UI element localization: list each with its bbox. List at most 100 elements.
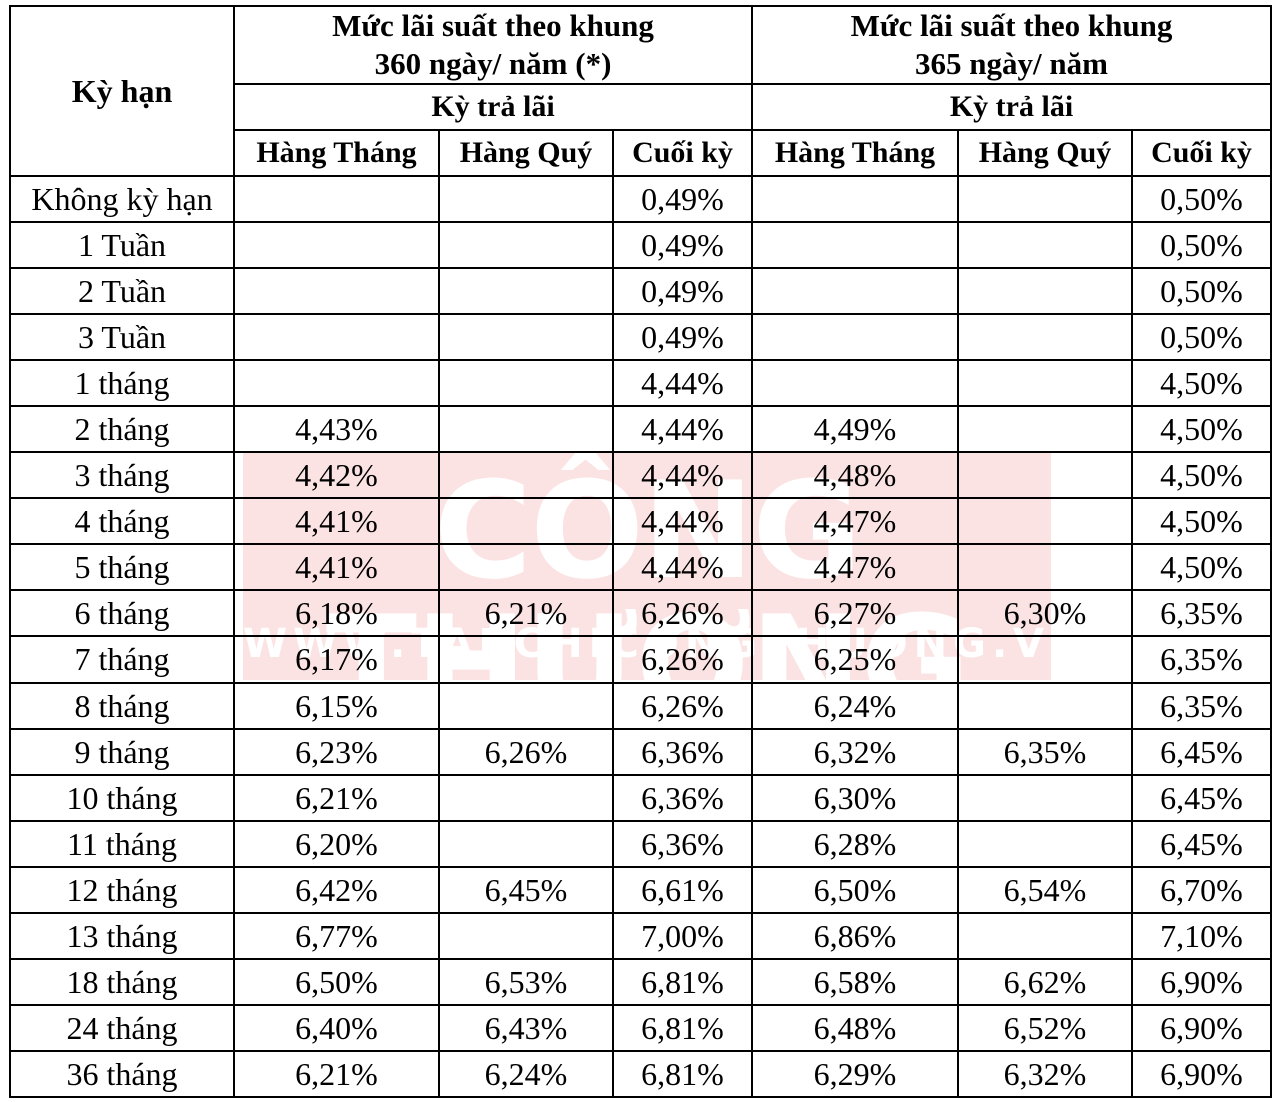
rate-cell-quarterly-360: 6,21%: [438, 589, 614, 638]
term-cell: 18 tháng: [9, 957, 235, 1006]
rate-cell-monthly-360: 6,77%: [233, 911, 440, 960]
rate-cell-end-of-term-360: 6,36%: [612, 727, 753, 776]
rate-cell-quarterly-365: [957, 773, 1133, 822]
rate-cell-quarterly-360: [438, 635, 614, 684]
table-row: 24 tháng 6,40% 6,43% 6,81% 6,48% 6,52% 6,90%: [9, 1003, 1272, 1052]
rate-cell-end-of-term-365: 6,45%: [1131, 727, 1272, 776]
rate-cell-quarterly-365: [957, 911, 1133, 960]
rate-cell-quarterly-365: [957, 174, 1133, 224]
rate-cell-monthly-365: [751, 174, 959, 224]
rate-cell-monthly-360: 4,41%: [233, 497, 440, 546]
rate-cell-quarterly-365: 6,35%: [957, 727, 1133, 776]
table-row: 2 Tuần 0,49% 0,50%: [9, 267, 1272, 316]
rate-cell-monthly-365: 6,29%: [751, 1049, 959, 1099]
rate-cell-quarterly-365: 6,62%: [957, 957, 1133, 1006]
rate-cell-end-of-term-365: 6,90%: [1131, 1003, 1272, 1052]
table-row: 2 tháng 4,43% 4,44% 4,49% 4,50%: [9, 405, 1272, 454]
rate-cell-monthly-360: [233, 313, 440, 362]
term-cell: 11 tháng: [9, 819, 235, 868]
rate-cell-quarterly-360: [438, 543, 614, 592]
rate-cell-monthly-365: 6,58%: [751, 957, 959, 1006]
rate-cell-end-of-term-360: 4,44%: [612, 451, 753, 500]
rate-cell-end-of-term-360: 6,26%: [612, 681, 753, 730]
term-cell: 1 Tuần: [9, 221, 235, 270]
rate-cell-monthly-365: 4,47%: [751, 497, 959, 546]
rate-cell-monthly-360: 4,43%: [233, 405, 440, 454]
rate-cell-monthly-360: [233, 174, 440, 224]
col-header-quarterly-365: Hàng Quý: [957, 129, 1133, 177]
table-row: 4 tháng 4,41% 4,44% 4,47% 4,50%: [9, 497, 1272, 546]
interest-rate-table: Kỳ hạn Mức lãi suất theo khung 360 ngày/…: [9, 5, 1272, 1099]
rate-cell-monthly-365: 6,86%: [751, 911, 959, 960]
rate-cell-monthly-360: 6,40%: [233, 1003, 440, 1052]
rate-cell-quarterly-365: [957, 635, 1133, 684]
group-360-line2: 360 ngày/ năm (*): [374, 46, 612, 81]
rate-cell-quarterly-365: [957, 451, 1133, 500]
rate-cell-monthly-360: 4,41%: [233, 543, 440, 592]
col-header-end-of-term-365: Cuối kỳ: [1131, 129, 1272, 177]
rate-cell-end-of-term-360: 0,49%: [612, 267, 753, 316]
rate-cell-monthly-360: 6,17%: [233, 635, 440, 684]
table-row: 1 Tuần 0,49% 0,50%: [9, 221, 1272, 270]
rate-cell-quarterly-360: [438, 359, 614, 408]
rate-cell-quarterly-365: [957, 819, 1133, 868]
table-row: 18 tháng 6,50% 6,53% 6,81% 6,58% 6,62% 6,90%: [9, 957, 1272, 1006]
term-cell: 6 tháng: [9, 589, 235, 638]
term-cell: 12 tháng: [9, 865, 235, 914]
rate-cell-end-of-term-365: 4,50%: [1131, 451, 1272, 500]
table-row: 7 tháng 6,17% 6,26% 6,25% 6,35%: [9, 635, 1272, 684]
rate-cell-end-of-term-365: 4,50%: [1131, 543, 1272, 592]
group-365-line1: Mức lãi suất theo khung: [850, 8, 1173, 43]
rate-cell-end-of-term-365: 6,90%: [1131, 957, 1272, 1006]
rate-cell-quarterly-360: [438, 267, 614, 316]
payment-period-header-360: Kỳ trả lãi: [233, 83, 753, 131]
rate-cell-monthly-365: 6,32%: [751, 727, 959, 776]
rate-cell-end-of-term-365: 6,45%: [1131, 773, 1272, 822]
term-cell: 8 tháng: [9, 681, 235, 730]
rate-cell-end-of-term-365: 0,50%: [1131, 313, 1272, 362]
rate-cell-end-of-term-360: 0,49%: [612, 313, 753, 362]
table-row: 10 tháng 6,21% 6,36% 6,30% 6,45%: [9, 773, 1272, 822]
rate-cell-monthly-365: 4,48%: [751, 451, 959, 500]
rate-cell-end-of-term-360: 0,49%: [612, 174, 753, 224]
rate-cell-end-of-term-365: 7,10%: [1131, 911, 1272, 960]
rate-cell-quarterly-365: [957, 313, 1133, 362]
rate-cell-quarterly-360: 6,26%: [438, 727, 614, 776]
rate-cell-quarterly-360: [438, 681, 614, 730]
table-row: Không kỳ hạn 0,49% 0,50%: [9, 174, 1272, 224]
payment-period-header-365: Kỳ trả lãi: [751, 83, 1272, 131]
table-row: 8 tháng 6,15% 6,26% 6,24% 6,35%: [9, 681, 1272, 730]
rate-cell-end-of-term-360: 7,00%: [612, 911, 753, 960]
rate-cell-end-of-term-360: 4,44%: [612, 497, 753, 546]
rate-cell-end-of-term-365: 4,50%: [1131, 405, 1272, 454]
rate-cell-end-of-term-365: 0,50%: [1131, 174, 1272, 224]
rate-cell-monthly-360: 6,21%: [233, 773, 440, 822]
term-cell: 7 tháng: [9, 635, 235, 684]
rate-cell-quarterly-360: 6,43%: [438, 1003, 614, 1052]
rate-cell-quarterly-360: [438, 819, 614, 868]
rate-cell-end-of-term-360: 6,36%: [612, 773, 753, 822]
col-header-end-of-term-360: Cuối kỳ: [612, 129, 753, 177]
rate-cell-monthly-365: 6,25%: [751, 635, 959, 684]
rate-cell-monthly-365: 6,27%: [751, 589, 959, 638]
term-cell: 3 Tuần: [9, 313, 235, 362]
rate-cell-monthly-365: 6,50%: [751, 865, 959, 914]
rate-cell-end-of-term-360: 6,81%: [612, 1049, 753, 1099]
table-row: 1 tháng 4,44% 4,50%: [9, 359, 1272, 408]
rate-cell-monthly-360: 4,42%: [233, 451, 440, 500]
rate-cell-quarterly-360: 6,24%: [438, 1049, 614, 1099]
term-cell: Không kỳ hạn: [9, 174, 235, 224]
rate-cell-end-of-term-360: 4,44%: [612, 359, 753, 408]
table-row: 6 tháng 6,18% 6,21% 6,26% 6,27% 6,30% 6,35%: [9, 589, 1272, 638]
rate-cell-end-of-term-365: 6,70%: [1131, 865, 1272, 914]
group-header-365: Mức lãi suất theo khung 365 ngày/ năm: [751, 5, 1272, 85]
rate-cell-quarterly-360: [438, 313, 614, 362]
rate-cell-monthly-365: 6,28%: [751, 819, 959, 868]
term-cell: 13 tháng: [9, 911, 235, 960]
rate-cell-monthly-360: 6,50%: [233, 957, 440, 1006]
rate-cell-end-of-term-360: 6,26%: [612, 635, 753, 684]
rate-cell-quarterly-365: [957, 497, 1133, 546]
term-cell: 4 tháng: [9, 497, 235, 546]
table-row: 9 tháng 6,23% 6,26% 6,36% 6,32% 6,35% 6,45%: [9, 727, 1272, 776]
table-body: Không kỳ hạn 0,49% 0,50% 1 Tuần 0,49% 0,50% 2 …: [9, 174, 1272, 1099]
